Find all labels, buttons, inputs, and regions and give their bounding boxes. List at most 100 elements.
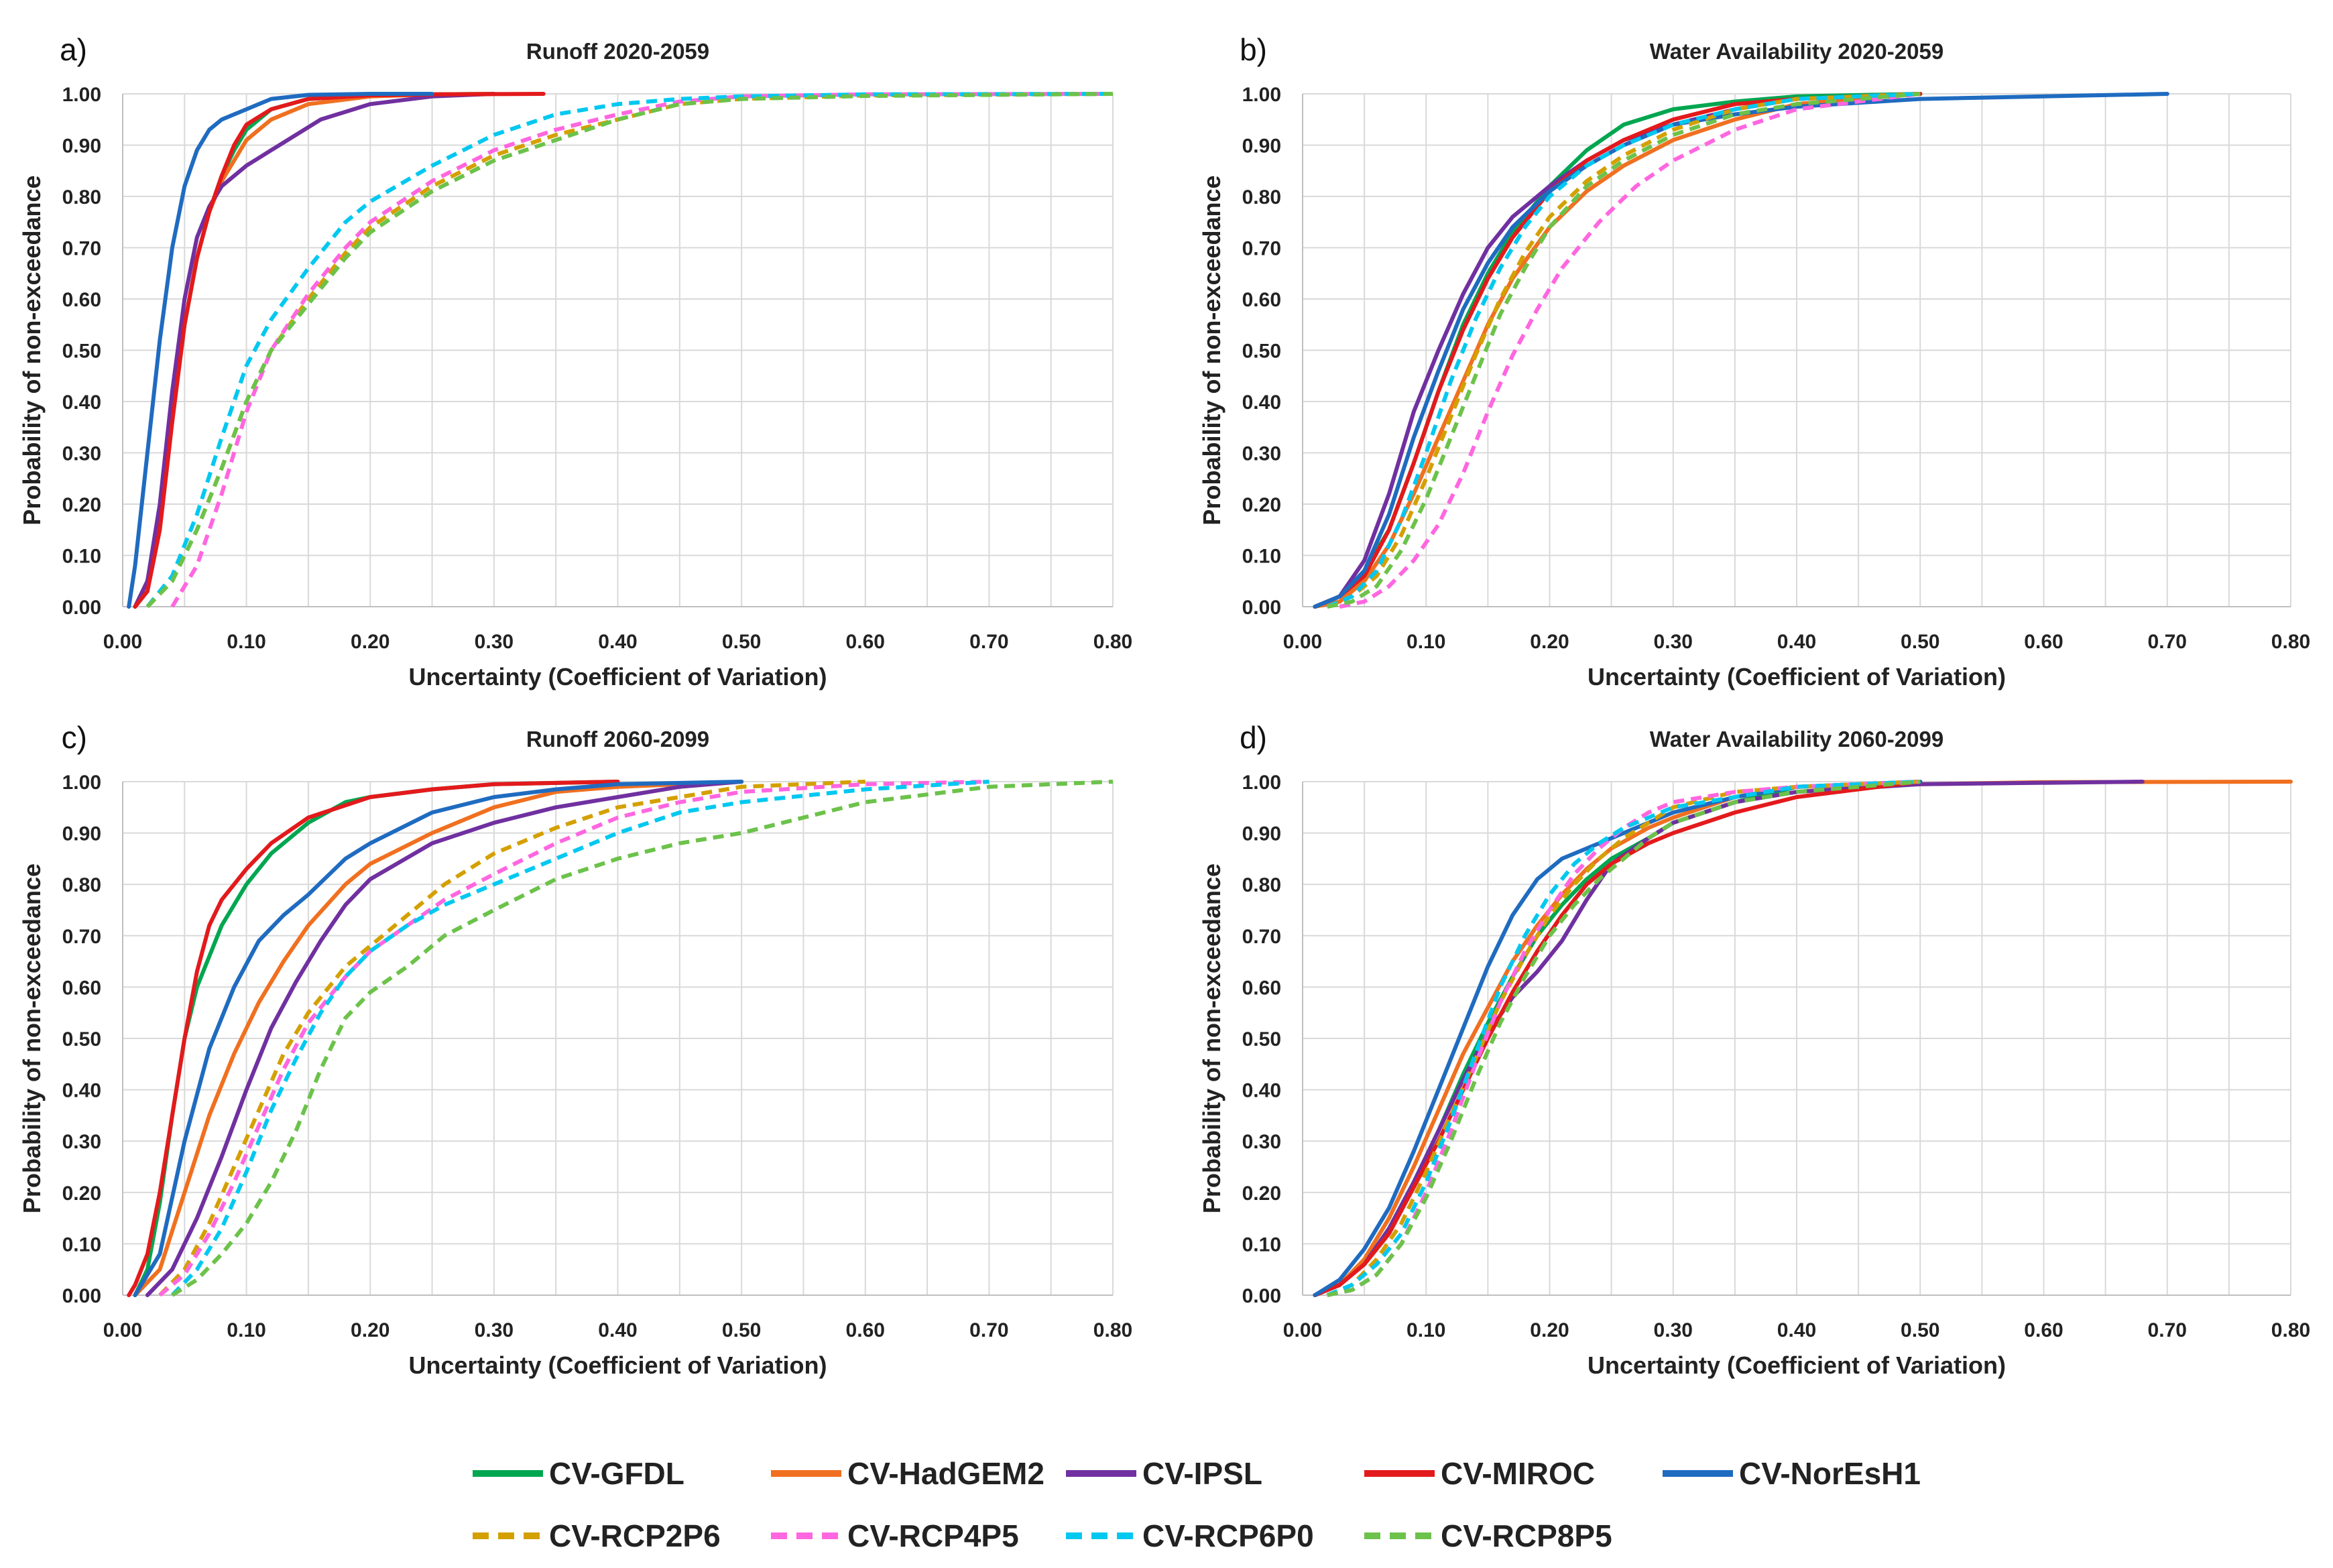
x-tick-label: 0.60	[846, 1319, 885, 1341]
legend-label: CV-HadGEM2	[847, 1456, 1044, 1491]
panel-letter: c)	[62, 720, 87, 755]
y-tick-label: 0.60	[62, 289, 101, 311]
y-tick-label: 0.80	[1242, 186, 1281, 208]
y-tick-label: 0.00	[62, 1285, 101, 1307]
x-tick-label: 0.70	[2148, 631, 2187, 653]
series-line-cv-noresh1	[1313, 780, 1923, 1297]
legend-item-cv-hadgem2: CV-HadGEM2	[771, 1456, 1044, 1491]
x-tick-label: 0.80	[2271, 1319, 2310, 1341]
legend-item-cv-rcp2p6: CV-RCP2P6	[473, 1518, 721, 1553]
x-tick-label: 0.20	[351, 631, 390, 653]
series-line-cv-ipsl	[145, 780, 744, 1297]
y-tick-label: 0.60	[62, 977, 101, 999]
legend-label: CV-RCP8P5	[1441, 1518, 1612, 1553]
panel-letter: a)	[60, 32, 87, 67]
y-tick-label: 0.50	[1242, 1028, 1281, 1050]
series-line-cv-rcp2p6	[158, 780, 865, 1297]
x-tick-label: 0.80	[2271, 631, 2310, 653]
series-line-cv-ipsl	[133, 92, 496, 609]
y-tick-label: 0.90	[62, 135, 101, 158]
y-tick-label: 0.40	[62, 1080, 101, 1102]
legend: CV-GFDL CV-HadGEM2 CV-IPSL CV-MIROC CV-NorEs…	[473, 1456, 1921, 1553]
legend-item-cv-rcp4p5: CV-RCP4P5	[771, 1518, 1019, 1553]
y-tick-label: 0.50	[1242, 341, 1281, 363]
y-tick-label: 0.20	[1242, 494, 1281, 516]
x-tick-label: 0.30	[1654, 631, 1693, 653]
y-tick-label: 0.10	[1242, 546, 1281, 568]
series-line-cv-noresh1	[1313, 92, 2169, 609]
legend-item-cv-gfdl: CV-GFDL	[473, 1456, 684, 1491]
chart-panel-c: 0.00 0.10 0.20 0.30 0.40 0.50 0.60 0.70 0.80 0.00…	[18, 720, 1132, 1379]
x-tick-label: 0.10	[1407, 631, 1445, 653]
legend-label: CV-NorEsH1	[1739, 1456, 1921, 1491]
series-line-cv-rcp6p0	[1326, 780, 1921, 1297]
series-line-cv-rcp8p5	[1327, 780, 1921, 1297]
x-tick-label: 0.20	[1530, 1319, 1569, 1341]
y-tick-label: 0.00	[62, 597, 101, 619]
y-tick-label: 0.10	[62, 546, 101, 568]
y-tick-label: 0.30	[1242, 443, 1281, 465]
x-tick-label: 0.60	[846, 631, 885, 653]
panel-letter: b)	[1240, 32, 1267, 67]
chart-panels: 0.00 0.10 0.20 0.30 0.40 0.50 0.60 0.70 0.80 0.00…	[18, 32, 2310, 1379]
y-tick-label: 0.60	[1242, 289, 1281, 311]
y-tick-label: 0.40	[1242, 1080, 1281, 1102]
x-tick-label: 0.60	[2024, 631, 2063, 653]
x-tick-label: 0.00	[1283, 631, 1322, 653]
series-line-cv-rcp4p5	[1339, 92, 1921, 609]
series-line-cv-miroc	[1313, 92, 1923, 609]
y-tick-label: 0.90	[1242, 135, 1281, 158]
panel-letter: d)	[1240, 720, 1267, 755]
series-line-cv-hadgem2	[133, 780, 744, 1297]
x-tick-label: 0.10	[227, 1319, 265, 1341]
legend-label: CV-IPSL	[1142, 1456, 1262, 1491]
y-tick-label: 0.30	[62, 443, 101, 465]
x-axis-label: Uncertainty (Coefficient of Variation)	[1588, 1351, 2006, 1379]
y-tick-label: 0.10	[1242, 1233, 1281, 1256]
y-tick-label: 0.00	[1242, 1285, 1281, 1307]
series-line-cv-rcp6p0	[170, 780, 990, 1297]
legend-label: CV-RCP4P5	[847, 1518, 1019, 1553]
y-tick-label: 0.30	[62, 1131, 101, 1153]
y-tick-label: 0.70	[1242, 926, 1281, 948]
x-axis-label: Uncertainty (Coefficient of Variation)	[1588, 663, 2006, 690]
chart-panel-a: 0.00 0.10 0.20 0.30 0.40 0.50 0.60 0.70 0.80 0.00…	[18, 32, 1132, 690]
x-tick-label: 0.00	[103, 631, 142, 653]
x-tick-label: 0.50	[1901, 631, 1939, 653]
x-tick-label: 0.70	[969, 631, 1008, 653]
legend-item-cv-miroc: CV-MIROC	[1364, 1456, 1595, 1491]
x-tick-label: 0.30	[1654, 1319, 1693, 1341]
x-tick-label: 0.20	[351, 1319, 390, 1341]
y-tick-label: 1.00	[62, 84, 101, 106]
y-tick-label: 0.40	[62, 391, 101, 414]
x-tick-label: 0.70	[969, 1319, 1008, 1341]
y-tick-label: 0.80	[1242, 874, 1281, 896]
x-tick-label: 0.50	[722, 1319, 761, 1341]
legend-label: CV-RCP6P0	[1142, 1518, 1314, 1553]
series-line-cv-rcp2p6	[1326, 780, 1921, 1297]
y-tick-label: 0.90	[1242, 823, 1281, 845]
chart-title: Water Availability 2060-2099	[1650, 727, 1943, 751]
y-tick-label: 0.70	[62, 238, 101, 260]
y-tick-label: 0.50	[62, 1028, 101, 1050]
series-line-cv-rcp8p5	[1327, 92, 1921, 609]
x-tick-label: 0.10	[227, 631, 265, 653]
series-line-cv-noresh1	[133, 780, 744, 1297]
y-tick-label: 0.90	[62, 823, 101, 845]
x-axis-label: Uncertainty (Coefficient of Variation)	[408, 663, 827, 690]
chart-title: Runoff 2060-2099	[526, 727, 709, 751]
x-tick-label: 0.40	[1777, 1319, 1816, 1341]
y-axis-label: Probability of non-exceedance	[18, 175, 46, 525]
y-tick-label: 1.00	[1242, 772, 1281, 794]
series-line-cv-miroc	[133, 92, 546, 609]
chart-panel-d: 0.00 0.10 0.20 0.30 0.40 0.50 0.60 0.70 0.80 0.00…	[1198, 720, 2310, 1379]
x-tick-label: 0.70	[2148, 1319, 2187, 1341]
series-line-cv-rcp4p5	[158, 780, 990, 1297]
series-line-cv-hadgem2	[1313, 92, 1923, 609]
y-tick-label: 0.70	[62, 926, 101, 948]
legend-item-cv-ipsl: CV-IPSL	[1066, 1456, 1262, 1491]
y-tick-label: 0.80	[62, 874, 101, 896]
series-line-cv-rcp8p5	[171, 780, 1114, 1297]
y-tick-label: 0.20	[62, 1183, 101, 1205]
y-tick-label: 0.00	[1242, 597, 1281, 619]
